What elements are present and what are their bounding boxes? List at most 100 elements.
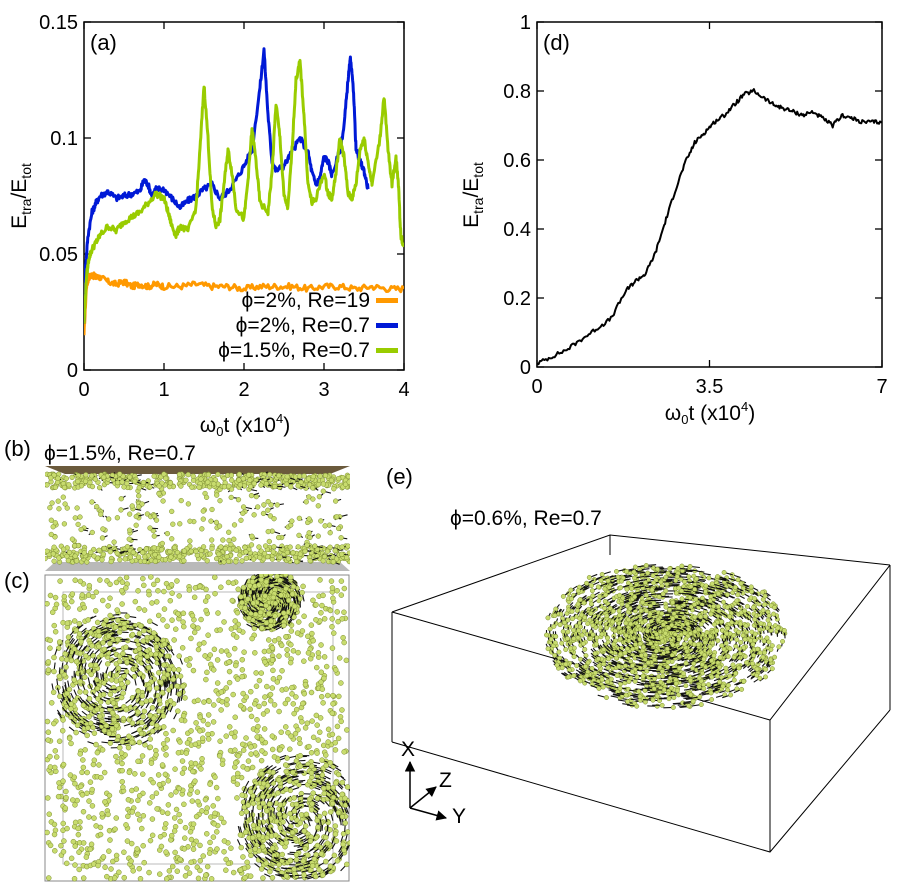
particle [339, 791, 345, 798]
particle [214, 492, 220, 498]
particle [284, 474, 290, 480]
particle [156, 669, 162, 676]
particle [306, 743, 312, 750]
particle [309, 863, 316, 869]
particle [223, 856, 229, 863]
particle [139, 549, 146, 556]
particle [309, 630, 315, 637]
particle [324, 840, 331, 846]
particle [141, 607, 148, 613]
particle [74, 722, 81, 729]
particle [287, 659, 294, 666]
particle [182, 873, 189, 879]
particle [88, 841, 95, 848]
particle [332, 498, 339, 504]
particle [263, 620, 270, 626]
particle [254, 717, 260, 723]
particle [96, 484, 103, 491]
particle [313, 712, 320, 719]
particle [153, 722, 160, 729]
ytick-label: 1 [520, 12, 531, 34]
particle [249, 635, 255, 642]
particle [172, 849, 178, 856]
particle [195, 625, 201, 631]
particle [353, 797, 358, 802]
particle [263, 602, 269, 609]
particle [302, 681, 309, 688]
particle [308, 807, 315, 813]
particle [141, 708, 148, 715]
particle [147, 697, 154, 704]
particle [307, 558, 313, 564]
particle [60, 761, 67, 768]
particle [154, 806, 160, 812]
particle [295, 619, 302, 625]
particle [228, 472, 235, 478]
particle [119, 739, 126, 745]
particle [283, 686, 289, 692]
particle [323, 752, 329, 758]
particle [56, 784, 63, 791]
particle [91, 815, 97, 821]
particle [335, 735, 342, 742]
xtick-label: 0 [78, 379, 89, 401]
particle [72, 802, 78, 808]
particle [187, 538, 193, 544]
particle [86, 798, 92, 804]
particle [161, 606, 168, 612]
particle [106, 516, 112, 522]
particle [137, 670, 143, 677]
particle [310, 637, 316, 644]
particle [301, 828, 307, 834]
particle [266, 648, 272, 654]
particle [207, 781, 213, 787]
particle [212, 774, 218, 780]
particle [98, 652, 105, 658]
particle [176, 691, 182, 697]
particle [186, 870, 193, 876]
particle [150, 779, 156, 786]
particle [90, 724, 96, 731]
particle [155, 772, 162, 778]
particle [129, 809, 136, 815]
particle [166, 868, 173, 874]
particle [284, 646, 290, 653]
particle [115, 665, 122, 672]
particle [256, 544, 262, 550]
particle [80, 875, 87, 881]
particle [180, 619, 186, 625]
particle [121, 874, 127, 881]
particle [133, 786, 140, 792]
particle [149, 728, 156, 734]
particle [285, 696, 291, 703]
particle [228, 845, 234, 851]
panel-b-caption: ϕ=1.5%, Re=0.7 [44, 442, 196, 465]
particle [165, 778, 172, 784]
particle [135, 688, 142, 695]
velocity-arrow [355, 827, 356, 836]
particle [221, 484, 228, 490]
particle [221, 619, 227, 625]
particle [52, 484, 59, 490]
particle [268, 502, 274, 508]
particle [107, 612, 113, 619]
particle [147, 484, 153, 490]
particle [123, 706, 129, 713]
particle [218, 707, 224, 713]
particle [213, 829, 220, 835]
particle [50, 689, 57, 696]
particle [171, 815, 178, 821]
particle [163, 730, 169, 737]
particle [239, 741, 246, 748]
particle [51, 831, 58, 838]
particle [329, 800, 336, 807]
particle [52, 534, 58, 540]
particle [262, 694, 268, 700]
particle [47, 505, 53, 511]
particle [289, 691, 295, 697]
particle [308, 770, 315, 776]
particle [318, 610, 324, 616]
particle [344, 554, 350, 561]
particle [60, 849, 67, 855]
particle [306, 796, 313, 803]
